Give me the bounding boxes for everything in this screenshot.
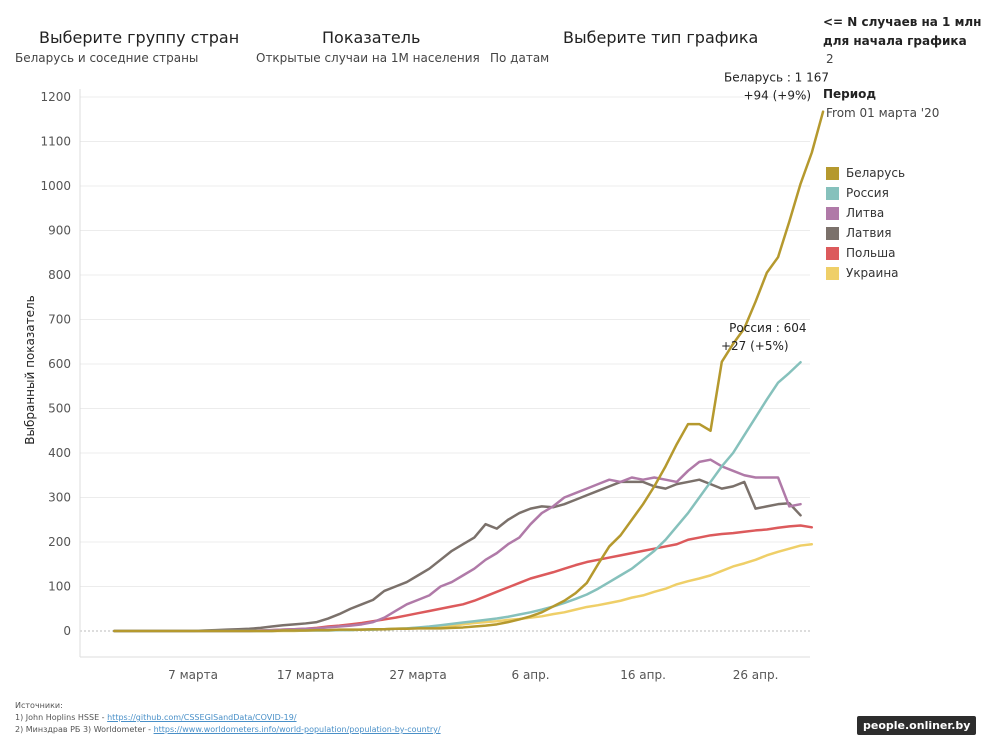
group-selector-value[interactable]: Беларусь и соседние страны (15, 51, 199, 65)
legend-swatch (826, 226, 839, 240)
callouts: Беларусь : 1 167 +94 (+9%) Россия : 604 +27… (721, 71, 829, 354)
y-tick-label: 200 (48, 535, 71, 549)
legend-label: Беларусь (846, 166, 906, 180)
x-tick-label: 26 апр. (733, 668, 779, 682)
y-tick-label: 1100 (40, 135, 71, 149)
sources-block: Источники: 1) John Hoplins HSSE - https:… (15, 700, 441, 736)
y-tick-label: 800 (48, 268, 71, 282)
line-chart: 0 100 200 300 400 500 600 700 800 900 1000 1100 1200… (23, 71, 829, 682)
y-tick-label: 700 (48, 313, 71, 327)
y-tick-label: 100 (48, 580, 71, 594)
indicator-selector-title: Показатель (322, 28, 421, 47)
sources-line-2: 2) Минздрав РБ 3) Worldometer - https://… (15, 724, 441, 736)
group-selector-title: Выберите группу стран (39, 28, 240, 47)
legend-item[interactable]: Литва (826, 203, 905, 223)
x-tick-label: 17 марта (277, 668, 334, 682)
legend-label: Польша (846, 246, 896, 260)
legend-item[interactable]: Беларусь (826, 163, 905, 183)
site-watermark: people.onliner.by (857, 716, 977, 735)
y-tick-label: 500 (48, 402, 71, 416)
chart-legend: Беларусь Россия Литва Латвия Польша Украина (826, 163, 905, 283)
series-line-Польша (113, 524, 814, 633)
legend-item[interactable]: Украина (826, 263, 905, 283)
period-label: Период (823, 87, 877, 101)
y-tick-label: 900 (48, 224, 71, 238)
source-1-prefix: 1) John Hoplins HSSE - (15, 713, 108, 722)
indicator-selector-value[interactable]: Открытые случаи на 1М населения (256, 51, 480, 65)
chart-type-selector-title: Выберите тип графика (563, 28, 759, 47)
threshold-label-line1: <= N случаев на 1 млн (823, 15, 982, 29)
axes: 0 100 200 300 400 500 600 700 800 900 1000 1100 1200… (23, 89, 810, 682)
legend-label: Украина (846, 266, 899, 280)
series-line-Украина (113, 542, 814, 633)
source-1-link[interactable]: https://github.com/CSSEGISandData/COVID-… (107, 713, 297, 722)
x-tick-label: 6 апр. (512, 668, 550, 682)
y-tick-label: 1000 (40, 179, 71, 193)
period-value[interactable]: From 01 марта '20 (826, 106, 940, 120)
legend-swatch (826, 186, 839, 200)
legend-item[interactable]: Россия (826, 183, 905, 203)
y-tick-label: 600 (48, 357, 71, 371)
y-tick-label: 1200 (40, 90, 71, 104)
legend-swatch (826, 246, 839, 260)
y-tick-label: 0 (63, 624, 71, 638)
sources-line-1: 1) John Hoplins HSSE - https://github.co… (15, 712, 441, 724)
source-2-prefix: 2) Минздрав РБ 3) Worldometer - (15, 725, 154, 734)
threshold-value[interactable]: 2 (826, 52, 834, 66)
callout-change: +27 (+5%) (721, 339, 789, 353)
x-tick-label: 16 апр. (620, 668, 666, 682)
gridlines (80, 96, 810, 632)
series-line-Россия (113, 360, 802, 633)
y-tick-label: 400 (48, 446, 71, 460)
legend-swatch (826, 266, 839, 280)
legend-item[interactable]: Латвия (826, 223, 905, 243)
x-tick-label: 7 марта (168, 668, 218, 682)
legend-item[interactable]: Польша (826, 243, 905, 263)
y-tick-label: 300 (48, 491, 71, 505)
series-line-Латвия (113, 478, 802, 633)
legend-label: Латвия (846, 226, 892, 240)
series-lines (113, 110, 825, 633)
series-line-Беларусь (113, 110, 825, 633)
legend-label: Россия (846, 186, 889, 200)
callout-change: +94 (+9%) (743, 89, 811, 103)
threshold-label-line2: для начала графика (823, 34, 967, 48)
sources-heading: Источники: (15, 701, 63, 710)
legend-label: Литва (846, 206, 885, 220)
legend-swatch (826, 166, 839, 180)
y-axis-label: Выбранный показатель (23, 295, 37, 445)
chart-type-selector-value[interactable]: По датам (490, 51, 550, 65)
x-tick-label: 27 марта (389, 668, 446, 682)
callout-label: Россия : 604 (729, 321, 806, 335)
source-2-link[interactable]: https://www.worldometers.info/world-popu… (153, 725, 441, 734)
callout-label: Беларусь : 1 167 (724, 71, 829, 85)
legend-swatch (826, 206, 839, 220)
